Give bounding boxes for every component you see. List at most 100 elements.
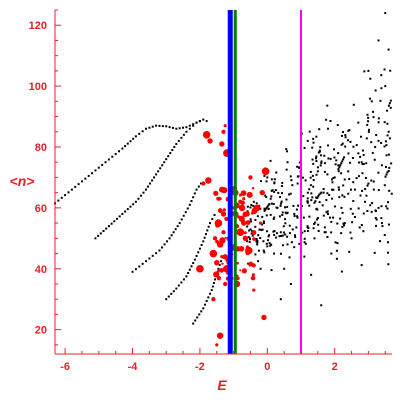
data-point	[383, 68, 386, 71]
data-point	[261, 167, 270, 176]
data-point	[110, 222, 113, 225]
data-point	[386, 122, 389, 125]
series-3	[165, 213, 216, 301]
data-point	[319, 164, 322, 167]
data-point	[121, 212, 124, 215]
data-point	[355, 144, 358, 147]
data-point	[361, 149, 364, 152]
data-point	[151, 179, 154, 182]
data-point	[172, 290, 175, 293]
data-point	[254, 218, 257, 221]
data-point	[361, 189, 364, 192]
data-point	[185, 126, 188, 129]
data-point	[310, 192, 313, 195]
data-point	[380, 74, 383, 77]
data-point	[323, 154, 326, 157]
data-point	[311, 158, 314, 161]
data-point	[293, 214, 296, 217]
data-point	[222, 254, 228, 260]
data-point	[155, 173, 158, 176]
series-2	[131, 182, 203, 273]
data-point	[263, 209, 266, 212]
data-point	[247, 262, 250, 265]
data-point	[236, 261, 239, 265]
data-point	[270, 178, 273, 181]
data-point	[277, 191, 280, 194]
data-point	[306, 201, 309, 204]
data-point	[314, 200, 317, 203]
data-point	[334, 241, 337, 244]
data-point	[260, 228, 263, 231]
data-point	[375, 134, 378, 137]
data-point	[286, 161, 289, 164]
data-point	[205, 120, 208, 123]
data-point	[377, 139, 380, 142]
data-point	[349, 188, 352, 191]
data-point	[266, 230, 269, 233]
data-point	[384, 12, 387, 15]
data-point	[306, 191, 309, 194]
data-point	[216, 269, 220, 273]
data-point	[221, 129, 226, 134]
data-point	[262, 220, 265, 223]
data-point	[202, 118, 205, 121]
data-point	[221, 230, 226, 235]
data-point	[296, 216, 299, 219]
data-point	[341, 160, 344, 163]
data-point	[248, 229, 251, 232]
data-point	[273, 190, 276, 193]
data-point	[261, 223, 264, 226]
data-point	[303, 241, 306, 244]
data-point	[155, 252, 158, 255]
data-point	[332, 216, 335, 219]
data-point	[111, 155, 114, 158]
data-point	[330, 231, 333, 234]
data-point	[219, 260, 222, 263]
data-point	[389, 99, 392, 102]
data-point	[315, 218, 318, 221]
data-point	[139, 194, 142, 197]
data-point	[166, 240, 169, 243]
data-point	[322, 214, 325, 217]
data-point	[261, 215, 264, 218]
data-point	[281, 211, 284, 214]
data-point	[252, 200, 255, 203]
data-point	[288, 193, 291, 196]
data-point	[236, 276, 240, 281]
data-point	[343, 222, 346, 225]
data-point	[332, 148, 335, 151]
data-point	[282, 244, 285, 247]
data-point	[320, 304, 323, 307]
data-point	[99, 232, 102, 235]
data-point	[246, 205, 249, 208]
data-point	[357, 175, 360, 178]
data-point	[369, 204, 372, 207]
data-point	[57, 199, 60, 202]
data-point	[338, 196, 341, 199]
data-point	[363, 70, 366, 73]
data-point	[256, 243, 259, 246]
data-point	[252, 237, 256, 241]
data-point	[374, 89, 377, 92]
data-point	[195, 254, 198, 257]
data-point	[216, 332, 224, 339]
data-point	[362, 230, 365, 233]
data-point	[101, 163, 104, 166]
data-point	[272, 203, 275, 206]
data-point	[364, 176, 367, 179]
data-point	[273, 182, 276, 185]
data-point	[326, 173, 329, 176]
data-point	[350, 237, 353, 240]
data-point	[311, 146, 314, 149]
data-point	[246, 191, 253, 198]
data-point	[170, 234, 173, 237]
data-point	[185, 130, 188, 133]
data-point	[178, 222, 181, 225]
data-point	[224, 236, 227, 239]
x-axis-title: E	[217, 377, 227, 393]
data-point	[329, 216, 332, 219]
data-point	[384, 140, 387, 143]
data-point	[335, 249, 338, 252]
data-point	[118, 215, 121, 218]
data-point	[274, 189, 277, 192]
